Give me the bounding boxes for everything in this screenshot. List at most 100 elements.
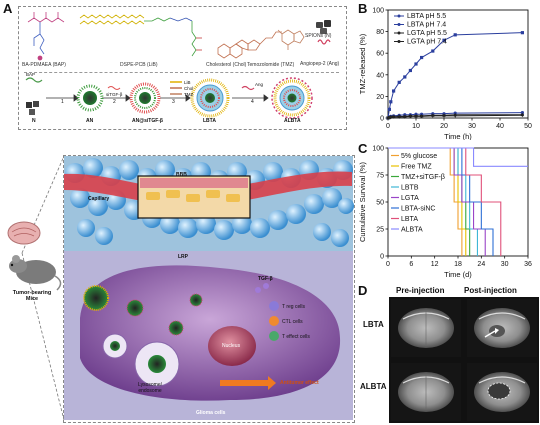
albta-particle [271,77,313,119]
data-point [389,100,393,104]
data-point [520,31,524,35]
lib-structure [79,14,202,57]
x-tick-label: 20 [440,123,448,130]
label-antitumor: Antitumor effect [280,380,319,386]
legend-label: LGTA [401,195,419,202]
x-tick-label: 0 [386,123,390,130]
x-tick-label: 36 [524,261,532,268]
step-number-3: 3 [172,99,175,105]
spion-cluster [26,101,39,115]
label-bbb: BBB [176,172,187,178]
teffect-cell-icon [269,331,279,341]
legend-marker [397,40,401,43]
mri-images [389,297,539,423]
step-label-tmz: TMZ [184,92,194,97]
material-label-bap: BA-PDMAEA (BAP) [22,62,66,68]
step-number-4: 4 [251,99,254,105]
y-tick-label: 0 [380,254,384,261]
material-label-lib: DSPE-PCB (LiB) [120,62,158,68]
x-tick-label: 24 [477,261,485,268]
data-point [403,75,407,79]
assembly-svg [25,77,313,119]
data-point [442,114,446,118]
y-axis-label: TMZ-released (%) [358,33,367,94]
survival-line [388,147,494,256]
legend-marker [397,31,401,35]
label-mouse: Tumor-bearing Mice [12,290,52,302]
step-label-bap: BAP [26,72,36,77]
mri-col-post: Post-injection [464,286,517,295]
mri-row-albta: ALBTA [360,382,387,391]
step-number-2: 2 [113,99,116,105]
legend-label: Free TMZ [401,164,432,171]
y-tick-label: 100 [372,8,384,15]
data-point [391,115,396,119]
label-teffect: T effect cells [282,334,310,340]
x-tick-label: 0 [386,261,390,268]
legend-label: TMZ+siTGF-β [401,174,445,181]
legend-label: 5% glucose [401,153,437,160]
label-nucleus: Nucleus [222,343,241,349]
data-point [414,114,418,119]
step-label-sitgf: siTGF-β [106,92,123,97]
step-label-lib: LiB [184,80,191,85]
data-point [387,107,391,111]
data-point [408,114,413,119]
step-label-chol: Chol [184,86,194,91]
mri-post-albta [467,363,537,421]
label-glioma: Glioma cells [196,410,226,416]
chol-structure [217,31,282,59]
product-label-albta: ALBTA [284,118,301,124]
mri-pre-albta [391,363,461,421]
legend-label: LBTA pH 5.5 [407,13,446,20]
panel-label-c: C [358,141,368,156]
y-tick-label: 100 [372,146,384,153]
legend-label: LBTA pH 7.4 [407,22,446,29]
survival-line [388,147,528,167]
ang-icon [317,39,331,45]
y-tick-label: 75 [376,173,384,180]
ctl-cell-icon [269,316,279,326]
data-point [431,114,435,118]
panel-label-d: D [358,283,368,298]
label-capillary: Capillary [88,196,110,202]
material-label-chol: Cholesterol (Chol) [206,62,247,68]
material-label-tmz: Temozolomide (TMZ) [247,62,295,68]
step-number-1: 1 [61,99,64,105]
product-label-n: N [32,118,36,124]
step-label-ang: Ang [255,82,264,87]
capillary-vessel [64,171,352,207]
y-tick-label: 25 [376,227,384,234]
material-label-spion: SPIONs (N) [305,33,332,39]
y-tick-label: 50 [376,200,384,207]
an-sitgf-particle [129,82,161,114]
x-tick-label: 10 [412,123,420,130]
y-tick-label: 60 [376,51,384,58]
data-point [520,113,525,118]
data-point [392,89,396,93]
legend-marker [397,14,401,18]
data-point [389,116,393,120]
scheme-divider [24,72,339,73]
x-tick-label: 18 [454,261,462,268]
legend-label: LGTA pH 5.5 [407,30,447,37]
cell-nanoparticles [83,285,203,336]
data-point [420,55,424,60]
product-label-an-sitgf: AN@siTGF-β [132,118,163,124]
product-label-lbta: LBTA [203,118,216,124]
bap-structure [27,12,65,61]
lbta-particle [190,78,230,118]
y-tick-label: 80 [376,29,384,36]
treg-cell-icon [269,301,279,311]
plot-frame [387,9,529,119]
y-tick-label: 20 [376,94,384,101]
data-point [408,68,412,73]
legend-label: LBTA-siNC [401,206,435,213]
illustration-svg [7,155,354,421]
legend-label: LBTB [401,185,419,192]
mri-pre-lbta [391,299,461,357]
data-point [397,115,401,119]
product-label-an: AN [86,118,94,124]
mri-col-pre: Pre-injection [396,286,445,295]
data-point [403,115,407,119]
